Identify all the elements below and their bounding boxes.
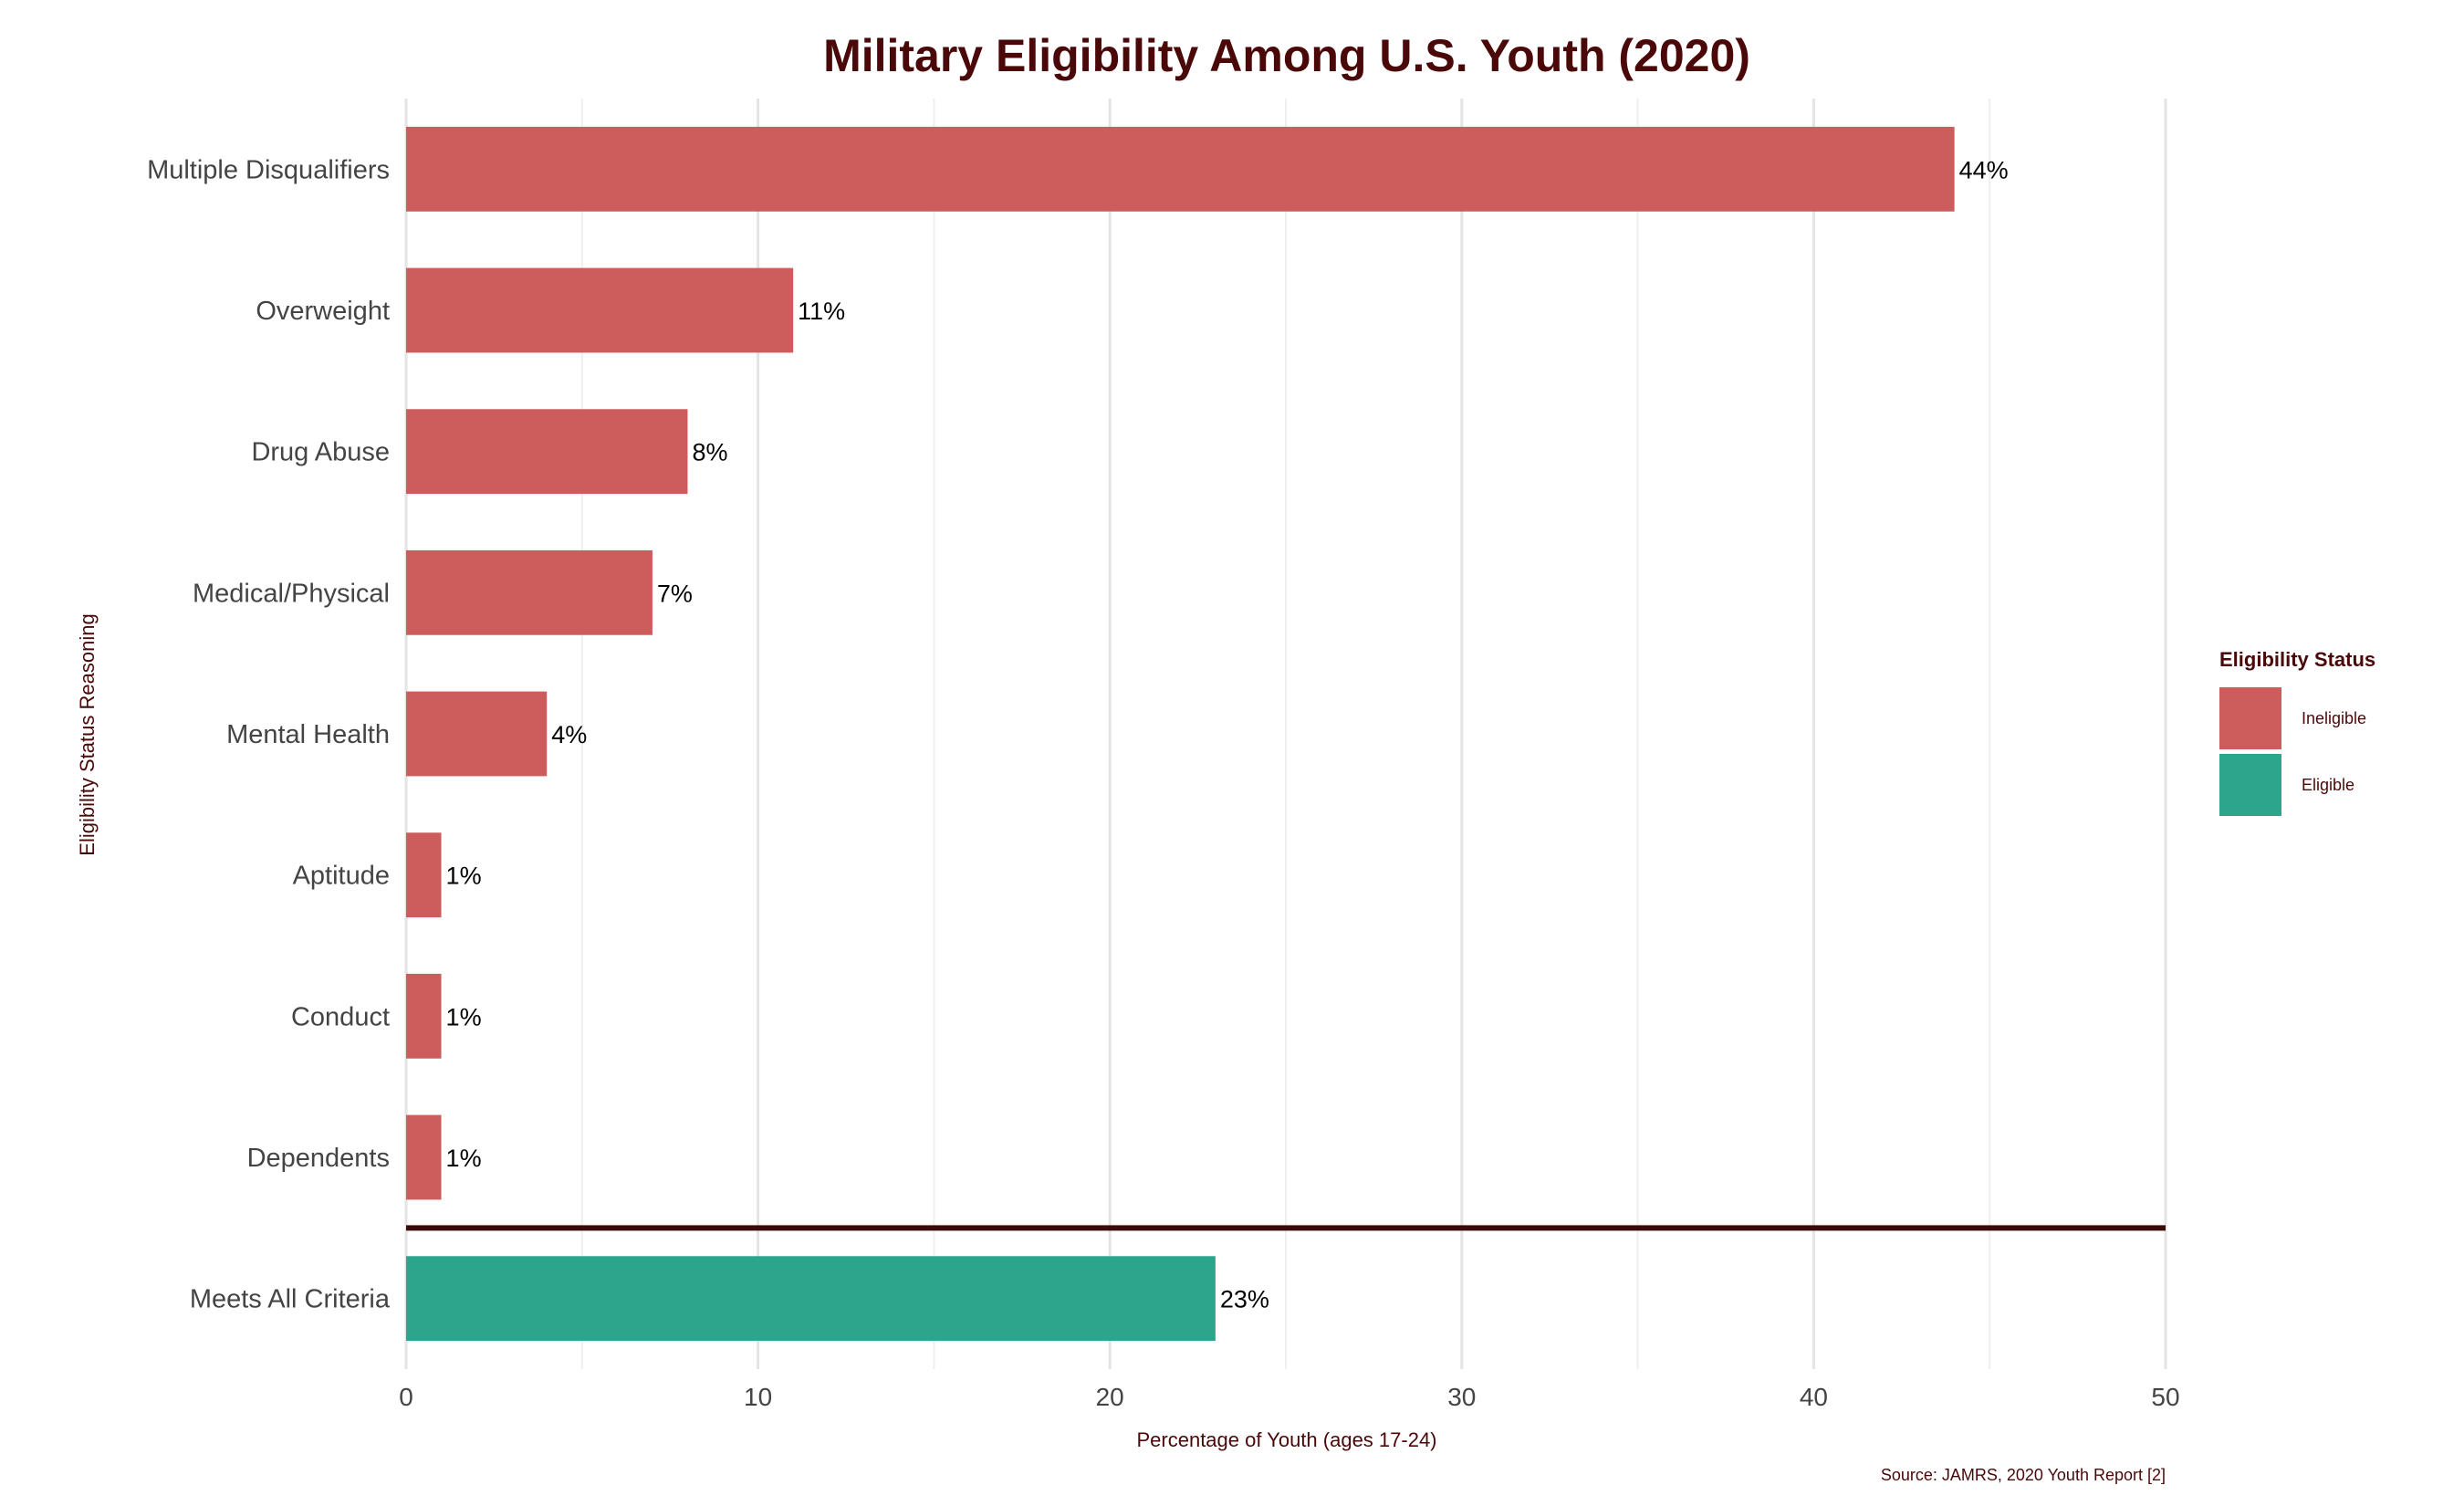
category-label: Dependents: [247, 1144, 390, 1173]
x-axis-title: Percentage of Youth (ages 17-24): [1136, 1428, 1436, 1451]
legend-title: Eligibility Status: [2219, 648, 2375, 671]
category-label: Medical/Physical: [193, 579, 390, 608]
legend-label: Eligible: [2302, 776, 2354, 794]
bar-multiple-disqualifiers: [406, 126, 1955, 212]
data-label: 7%: [657, 580, 693, 607]
bars: [406, 126, 2166, 1342]
y-axis-title: Eligibility Status Reasoning: [76, 613, 99, 855]
data-label: 1%: [446, 863, 482, 890]
bar-medical-physical: [406, 549, 653, 635]
labels: Multiple Disqualifiers 44% Overweight 11% Dr…: [147, 155, 2180, 1411]
bar-conduct: [406, 973, 442, 1059]
category-label: Aptitude: [293, 862, 390, 891]
data-label: 11%: [798, 298, 845, 325]
x-tick-label: 0: [399, 1383, 413, 1411]
bar-overweight: [406, 267, 794, 353]
legend-swatch: [2219, 754, 2281, 816]
category-label: Drug Abuse: [251, 438, 390, 467]
data-label: 44%: [1959, 156, 2009, 183]
x-tick-label: 10: [744, 1383, 772, 1411]
chart-title: Military Eligibility Among U.S. Youth (2…: [823, 30, 1750, 81]
source-caption: Source: JAMRS, 2020 Youth Report [2]: [1881, 1466, 2166, 1484]
data-label: 1%: [446, 1003, 482, 1030]
category-label: Meets All Criteria: [190, 1285, 391, 1314]
data-label: 23%: [1220, 1286, 1269, 1313]
category-label: Multiple Disqualifiers: [147, 155, 390, 184]
data-label: 8%: [692, 439, 727, 466]
bar-mental-health: [406, 691, 548, 777]
data-label: 1%: [446, 1145, 482, 1172]
data-label: 4%: [551, 721, 587, 748]
x-tick-label: 40: [1800, 1383, 1828, 1411]
category-label: Overweight: [256, 297, 390, 326]
bar-drug-abuse: [406, 409, 688, 495]
bar-aptitude: [406, 832, 442, 918]
legend-swatch: [2219, 687, 2281, 749]
legend: Eligibility Status Ineligible Eligible: [2219, 648, 2375, 816]
x-tick-label: 30: [1447, 1383, 1476, 1411]
x-tick-label: 50: [2151, 1383, 2179, 1411]
bar-dependents: [406, 1114, 442, 1200]
legend-label: Ineligible: [2302, 709, 2366, 727]
category-label: Mental Health: [226, 720, 390, 749]
category-label: Conduct: [291, 1002, 390, 1031]
bar-meets-all-criteria: [406, 1256, 1216, 1342]
x-tick-label: 20: [1096, 1383, 1124, 1411]
